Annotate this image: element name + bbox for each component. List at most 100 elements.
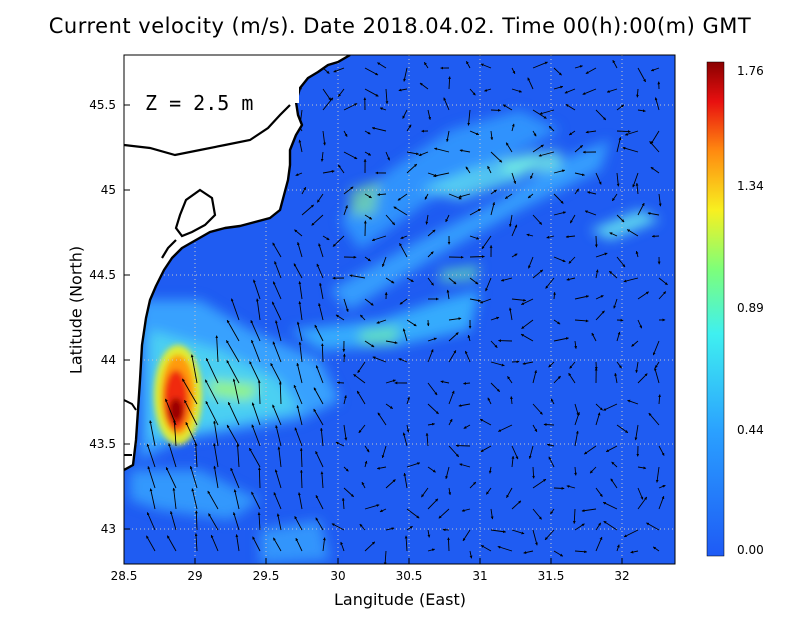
velocity-arrow bbox=[569, 361, 576, 369]
y-tick-label: 45.5 bbox=[89, 98, 116, 112]
velocity-arrow bbox=[226, 424, 240, 447]
velocity-arrow bbox=[484, 88, 492, 92]
velocity-arrow bbox=[427, 422, 435, 426]
velocity-arrow bbox=[298, 341, 303, 363]
velocity-arrow bbox=[647, 212, 660, 216]
velocity-arrow bbox=[553, 85, 564, 90]
velocity-arrow bbox=[340, 541, 345, 552]
velocity-arrow bbox=[553, 291, 556, 300]
velocity-arrow bbox=[318, 303, 324, 321]
velocity-arrow bbox=[553, 67, 562, 76]
velocity-arrow bbox=[357, 361, 366, 374]
velocity-arrow bbox=[191, 488, 198, 510]
velocity-arrow bbox=[511, 529, 525, 535]
velocity-arrow bbox=[581, 508, 597, 513]
velocity-arrow bbox=[320, 343, 324, 363]
velocity-arrow bbox=[469, 88, 476, 96]
velocity-arrow bbox=[343, 487, 355, 498]
velocity-arrow bbox=[490, 151, 503, 163]
velocity-arrow bbox=[532, 130, 537, 137]
velocity-arrow bbox=[364, 214, 373, 220]
depth-label: Z = 2.5 m bbox=[145, 91, 253, 115]
velocity-arrow bbox=[507, 376, 513, 384]
velocity-arrow bbox=[511, 298, 527, 302]
velocity-arrow bbox=[631, 340, 639, 347]
velocity-arrow bbox=[299, 469, 303, 489]
velocity-arrow bbox=[316, 263, 324, 279]
velocity-arrow bbox=[490, 189, 497, 195]
velocity-arrow bbox=[520, 333, 534, 342]
velocity-arrow bbox=[446, 289, 450, 300]
velocity-arrow bbox=[271, 301, 282, 321]
velocity-arrow bbox=[564, 88, 576, 94]
velocity-arrow bbox=[406, 525, 413, 531]
velocity-arrow bbox=[299, 447, 303, 468]
velocity-arrow bbox=[446, 130, 450, 142]
velocity-arrow bbox=[616, 172, 620, 187]
velocity-arrow bbox=[322, 170, 335, 174]
velocity-arrow bbox=[322, 235, 330, 241]
velocity-arrow bbox=[331, 523, 345, 531]
velocity-arrow bbox=[320, 427, 324, 447]
velocity-arrow bbox=[574, 550, 588, 554]
velocity-arrow bbox=[565, 104, 576, 111]
velocity-arrow bbox=[190, 354, 198, 384]
velocity-arrow bbox=[337, 88, 345, 97]
velocity-arrow bbox=[316, 193, 324, 203]
velocity-arrow bbox=[448, 418, 453, 426]
velocity-arrow bbox=[232, 378, 240, 405]
velocity-arrow bbox=[637, 67, 646, 83]
velocity-arrow bbox=[646, 522, 660, 531]
x-tick-label: 29.5 bbox=[253, 569, 280, 583]
velocity-arrow bbox=[595, 403, 603, 411]
velocity-arrow bbox=[568, 130, 576, 136]
velocity-arrow bbox=[511, 123, 515, 132]
velocity-arrow bbox=[469, 481, 477, 489]
velocity-arrow bbox=[574, 144, 583, 153]
plot-frame bbox=[123, 54, 676, 565]
velocity-arrow bbox=[249, 361, 261, 384]
velocity-arrow bbox=[543, 423, 555, 426]
velocity-arrow bbox=[469, 235, 480, 240]
velocity-arrow bbox=[385, 88, 389, 105]
velocity-arrow bbox=[469, 550, 473, 559]
velocity-arrow bbox=[194, 442, 198, 468]
velocity-arrow bbox=[448, 317, 462, 321]
velocity-arrow bbox=[565, 235, 576, 239]
velocity-arrow bbox=[398, 358, 408, 363]
velocity-arrow bbox=[603, 403, 618, 411]
velocity-arrow bbox=[654, 361, 660, 369]
velocity-arrow bbox=[257, 467, 261, 489]
velocity-arrow bbox=[400, 235, 408, 239]
velocity-arrow bbox=[447, 537, 450, 552]
velocity-arrow bbox=[257, 512, 261, 531]
velocity-arrow bbox=[488, 466, 492, 474]
velocity-arrow bbox=[293, 384, 303, 405]
velocity-arrow bbox=[622, 146, 639, 153]
velocity-arrow bbox=[574, 65, 583, 69]
velocity-arrow bbox=[406, 424, 410, 433]
velocity-arrow bbox=[627, 399, 639, 405]
velocity-arrow bbox=[616, 256, 626, 268]
velocity-arrow bbox=[295, 172, 303, 176]
velocity-arrow bbox=[427, 403, 439, 415]
velocity-arrow bbox=[406, 124, 412, 132]
velocity-arrow bbox=[427, 277, 434, 286]
velocity-arrow bbox=[377, 62, 387, 69]
velocity-arrow bbox=[574, 411, 580, 426]
velocity-arrow bbox=[445, 214, 450, 223]
velocity-arrow bbox=[480, 545, 492, 552]
velocity-arrow bbox=[277, 446, 282, 468]
velocity-arrow bbox=[207, 490, 219, 510]
velocity-arrow bbox=[364, 67, 379, 76]
velocity-arrow bbox=[490, 202, 496, 216]
velocity-arrow bbox=[548, 456, 555, 468]
colorbar-tick-label: 1.76 bbox=[737, 64, 764, 78]
velocity-arrow bbox=[343, 424, 348, 441]
velocity-arrow bbox=[545, 277, 555, 289]
velocity-arrow bbox=[274, 261, 282, 279]
velocity-arrow bbox=[427, 229, 436, 237]
velocity-arrow bbox=[236, 443, 240, 468]
velocity-arrow bbox=[511, 172, 517, 184]
velocity-arrow bbox=[359, 314, 366, 321]
